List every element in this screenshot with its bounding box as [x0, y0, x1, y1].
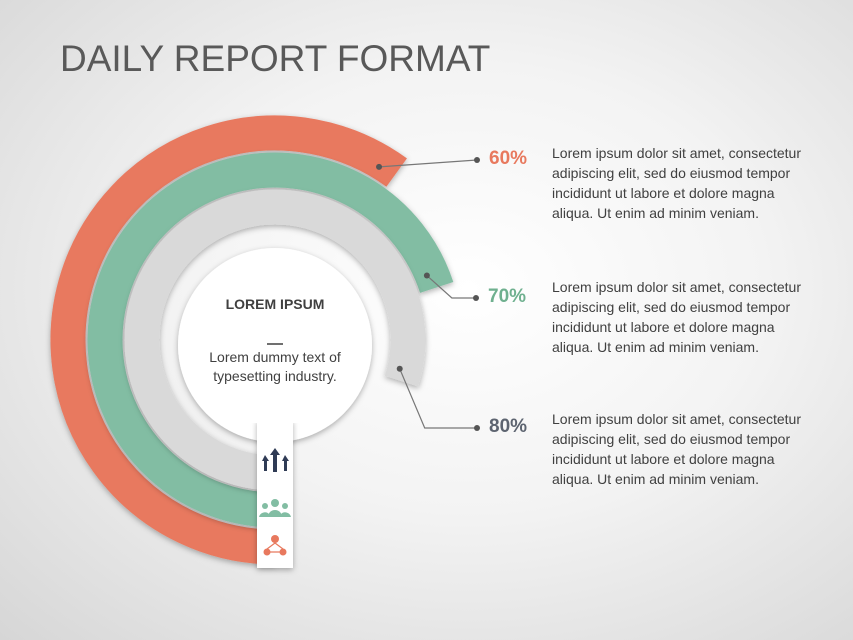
leader-dot: [376, 163, 383, 170]
leader-line: [378, 159, 478, 168]
description: Lorem ipsum dolor sit amet, consectetur …: [552, 145, 801, 221]
leader-line: [426, 275, 476, 299]
ring-arc: [50, 115, 407, 565]
leader-dot: [474, 425, 480, 431]
description: Lorem ipsum dolor sit amet, consectetur …: [552, 279, 801, 355]
leader-dot: [474, 157, 480, 163]
description: Lorem ipsum dolor sit amet, consectetur …: [552, 411, 801, 487]
title: DAILY REPORT FORMAT: [60, 38, 491, 79]
icon-arrows: [262, 448, 289, 472]
leader-dot: [423, 272, 430, 279]
value-label: 80%: [489, 416, 528, 437]
leader-dot: [396, 365, 403, 372]
center-text: Lorem dummy text of typesetting industry…: [209, 349, 341, 384]
ring-arc: [87, 152, 454, 528]
ring-arc: [124, 189, 426, 491]
center-circle: [178, 248, 372, 442]
center-title: LOREM IPSUM: [225, 296, 325, 312]
value-label: 60%: [489, 148, 528, 169]
tab-join: [240, 415, 310, 423]
value-label: 70%: [488, 286, 527, 307]
leader-dot: [473, 295, 479, 301]
leader-line: [399, 368, 477, 429]
icon-tab: [257, 420, 293, 568]
icon-network: [263, 535, 287, 556]
icon-team: [259, 499, 291, 517]
